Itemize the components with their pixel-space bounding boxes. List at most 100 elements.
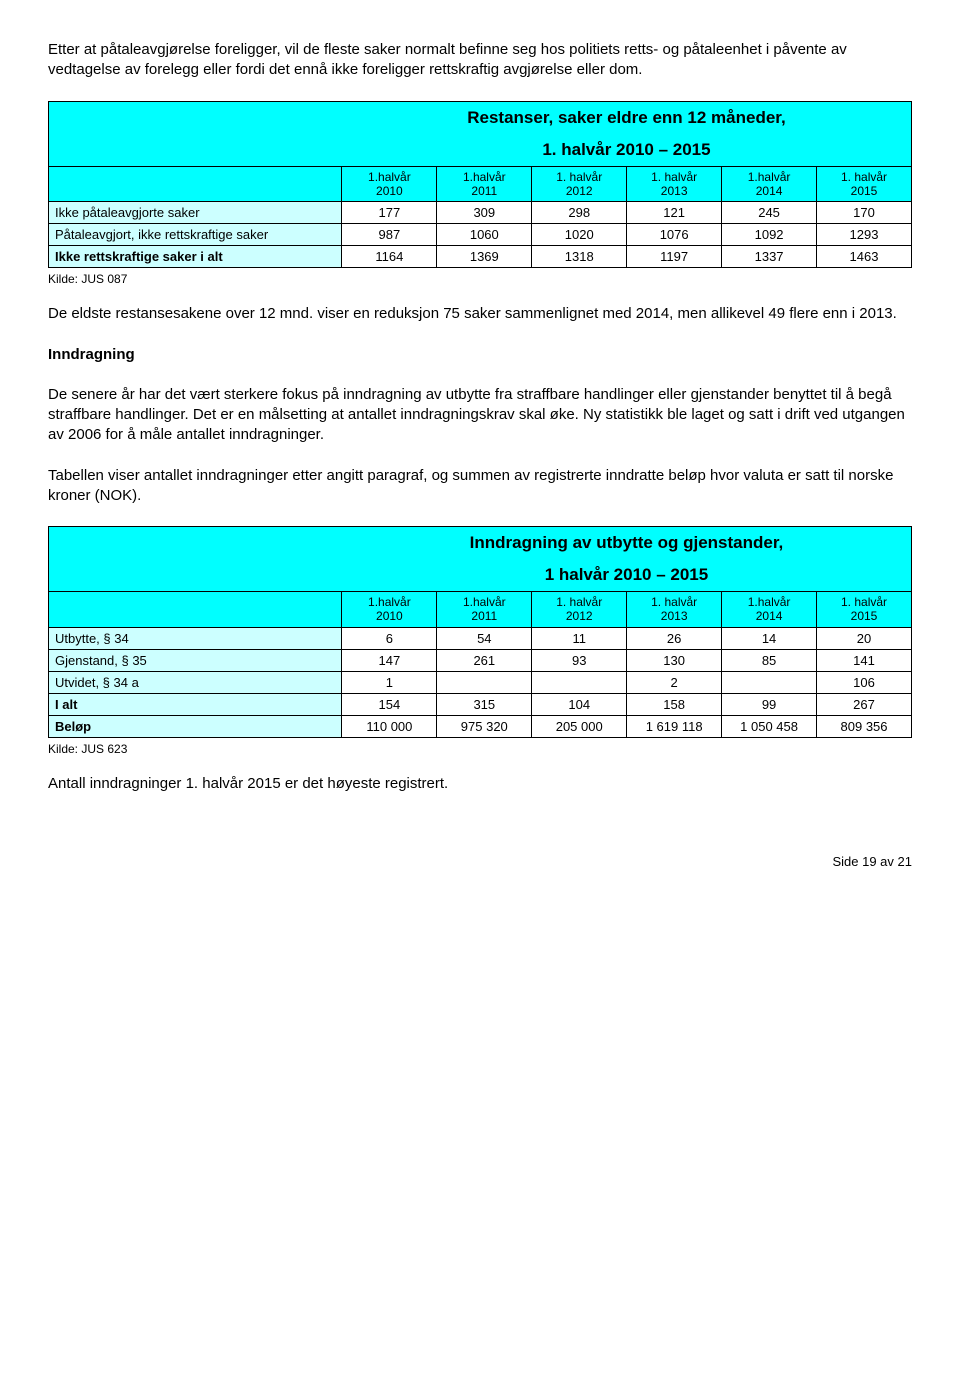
intro-paragraph: Etter at påtaleavgjørelse foreligger, vi…: [48, 40, 912, 81]
table2-row0-v2: 11: [532, 627, 627, 649]
table-row: I alt 154 315 104 158 99 267: [49, 693, 912, 715]
table1-col-2011: 1.halvår2011: [437, 166, 532, 202]
table1-col-2010: 1.halvår2010: [342, 166, 437, 202]
table1-header-row: 1.halvår2010 1.halvår2011 1. halvår2012 …: [49, 166, 912, 202]
table1-col-2013: 1. halvår2013: [627, 166, 722, 202]
paragraph-b: Tabellen viser antallet inndragninger et…: [48, 466, 912, 507]
table1-row1-v4: 1092: [722, 224, 817, 246]
table2-row1-v2: 93: [532, 649, 627, 671]
table1-row2-v0: 1164: [342, 246, 437, 268]
table2-row2-v5: 106: [817, 671, 912, 693]
mid-paragraph: De eldste restansesakene over 12 mnd. vi…: [48, 304, 912, 324]
table1-row2-v3: 1197: [627, 246, 722, 268]
table2-row0-v1: 54: [437, 627, 532, 649]
table1-col-2015: 1. halvår2015: [817, 166, 912, 202]
table2-row3-v2: 104: [532, 693, 627, 715]
table2-row3-v3: 158: [627, 693, 722, 715]
table1-header-blank: [49, 166, 342, 202]
table2-row0-v3: 26: [627, 627, 722, 649]
table2-row4-v3: 1 619 118: [627, 715, 722, 737]
table2-row4-v5: 809 356: [817, 715, 912, 737]
table2-row3-v0: 154: [342, 693, 437, 715]
table1-row0-v1: 309: [437, 202, 532, 224]
table2-row1-v0: 147: [342, 649, 437, 671]
table2-row3-label: I alt: [49, 693, 342, 715]
table2-row3-v5: 267: [817, 693, 912, 715]
table2-row0-v4: 14: [722, 627, 817, 649]
table2-row1-v4: 85: [722, 649, 817, 671]
table2-row1-v3: 130: [627, 649, 722, 671]
table1-row0-label: Ikke påtaleavgjorte saker: [49, 202, 342, 224]
table2-title-blank: [49, 527, 342, 560]
table2-row0-v0: 6: [342, 627, 437, 649]
table2-row0-label: Utbytte, § 34: [49, 627, 342, 649]
table1-title-line2: 1. halvår 2010 – 2015: [342, 134, 912, 167]
table1-row2-label: Ikke rettskraftige saker i alt: [49, 246, 342, 268]
table1-title-blank: [49, 101, 342, 134]
table1-col-2012: 1. halvår2012: [532, 166, 627, 202]
table2-row4-v4: 1 050 458: [722, 715, 817, 737]
table2-title-line2: 1 halvår 2010 – 2015: [342, 559, 912, 592]
table2-col-2010: 1.halvår2010: [342, 592, 437, 628]
table2-source: Kilde: JUS 623: [48, 742, 912, 756]
table1-row1-v5: 1293: [817, 224, 912, 246]
table-row: Ikke påtaleavgjorte saker 177 309 298 12…: [49, 202, 912, 224]
table1-row1-v1: 1060: [437, 224, 532, 246]
table1-title-blank2: [49, 134, 342, 167]
table2-row2-v3: 2: [627, 671, 722, 693]
table1-row1-v2: 1020: [532, 224, 627, 246]
section-heading-inndragning: Inndragning: [48, 345, 912, 365]
table2-row2-v4: [722, 671, 817, 693]
table-row: Ikke rettskraftige saker i alt 1164 1369…: [49, 246, 912, 268]
closing-paragraph: Antall inndragninger 1. halvår 2015 er d…: [48, 774, 912, 794]
table2-row2-v2: [532, 671, 627, 693]
table1-title-row: Restanser, saker eldre enn 12 måneder,: [49, 101, 912, 134]
table-inndragning: Inndragning av utbytte og gjenstander, 1…: [48, 526, 912, 738]
table2-row1-v1: 261: [437, 649, 532, 671]
table1-title-row2: 1. halvår 2010 – 2015: [49, 134, 912, 167]
table2-col-2011: 1.halvår2011: [437, 592, 532, 628]
table1-row0-v3: 121: [627, 202, 722, 224]
table-row: Gjenstand, § 35 147 261 93 130 85 141: [49, 649, 912, 671]
table1-row0-v0: 177: [342, 202, 437, 224]
table2-col-2015: 1. halvår2015: [817, 592, 912, 628]
table2-row4-v2: 205 000: [532, 715, 627, 737]
table1-row2-v4: 1337: [722, 246, 817, 268]
table2-row4-label: Beløp: [49, 715, 342, 737]
table2-row0-v5: 20: [817, 627, 912, 649]
table2-row4-v1: 975 320: [437, 715, 532, 737]
table1-row0-v2: 298: [532, 202, 627, 224]
table1-row1-label: Påtaleavgjort, ikke rettskraftige saker: [49, 224, 342, 246]
table2-header-blank: [49, 592, 342, 628]
table1-col-2014: 1.halvår2014: [722, 166, 817, 202]
table2-row2-v1: [437, 671, 532, 693]
table-row: Utvidet, § 34 a 1 2 106: [49, 671, 912, 693]
table2-header-row: 1.halvår2010 1.halvår2011 1. halvår2012 …: [49, 592, 912, 628]
table1-row1-v3: 1076: [627, 224, 722, 246]
table1-row2-v2: 1318: [532, 246, 627, 268]
table1-source: Kilde: JUS 087: [48, 272, 912, 286]
table-row: Utbytte, § 34 6 54 11 26 14 20: [49, 627, 912, 649]
table2-title-line1: Inndragning av utbytte og gjenstander,: [342, 527, 912, 560]
table1-row0-v4: 245: [722, 202, 817, 224]
table1-title-line1: Restanser, saker eldre enn 12 måneder,: [342, 101, 912, 134]
table2-col-2013: 1. halvår2013: [627, 592, 722, 628]
table2-row4-v0: 110 000: [342, 715, 437, 737]
table2-row3-v1: 315: [437, 693, 532, 715]
table1-row1-v0: 987: [342, 224, 437, 246]
table-row: Påtaleavgjort, ikke rettskraftige saker …: [49, 224, 912, 246]
table1-row2-v5: 1463: [817, 246, 912, 268]
table2-title-row2: 1 halvår 2010 – 2015: [49, 559, 912, 592]
table1-row2-v1: 1369: [437, 246, 532, 268]
table-row: Beløp 110 000 975 320 205 000 1 619 118 …: [49, 715, 912, 737]
table2-row2-label: Utvidet, § 34 a: [49, 671, 342, 693]
table1-row0-v5: 170: [817, 202, 912, 224]
table-restanser: Restanser, saker eldre enn 12 måneder, 1…: [48, 101, 912, 269]
table2-title-row: Inndragning av utbytte og gjenstander,: [49, 527, 912, 560]
page-footer: Side 19 av 21: [48, 854, 912, 869]
table2-col-2012: 1. halvår2012: [532, 592, 627, 628]
paragraph-a: De senere år har det vært sterkere fokus…: [48, 385, 912, 446]
table2-row1-v5: 141: [817, 649, 912, 671]
table2-col-2014: 1.halvår2014: [722, 592, 817, 628]
table2-title-blank2: [49, 559, 342, 592]
